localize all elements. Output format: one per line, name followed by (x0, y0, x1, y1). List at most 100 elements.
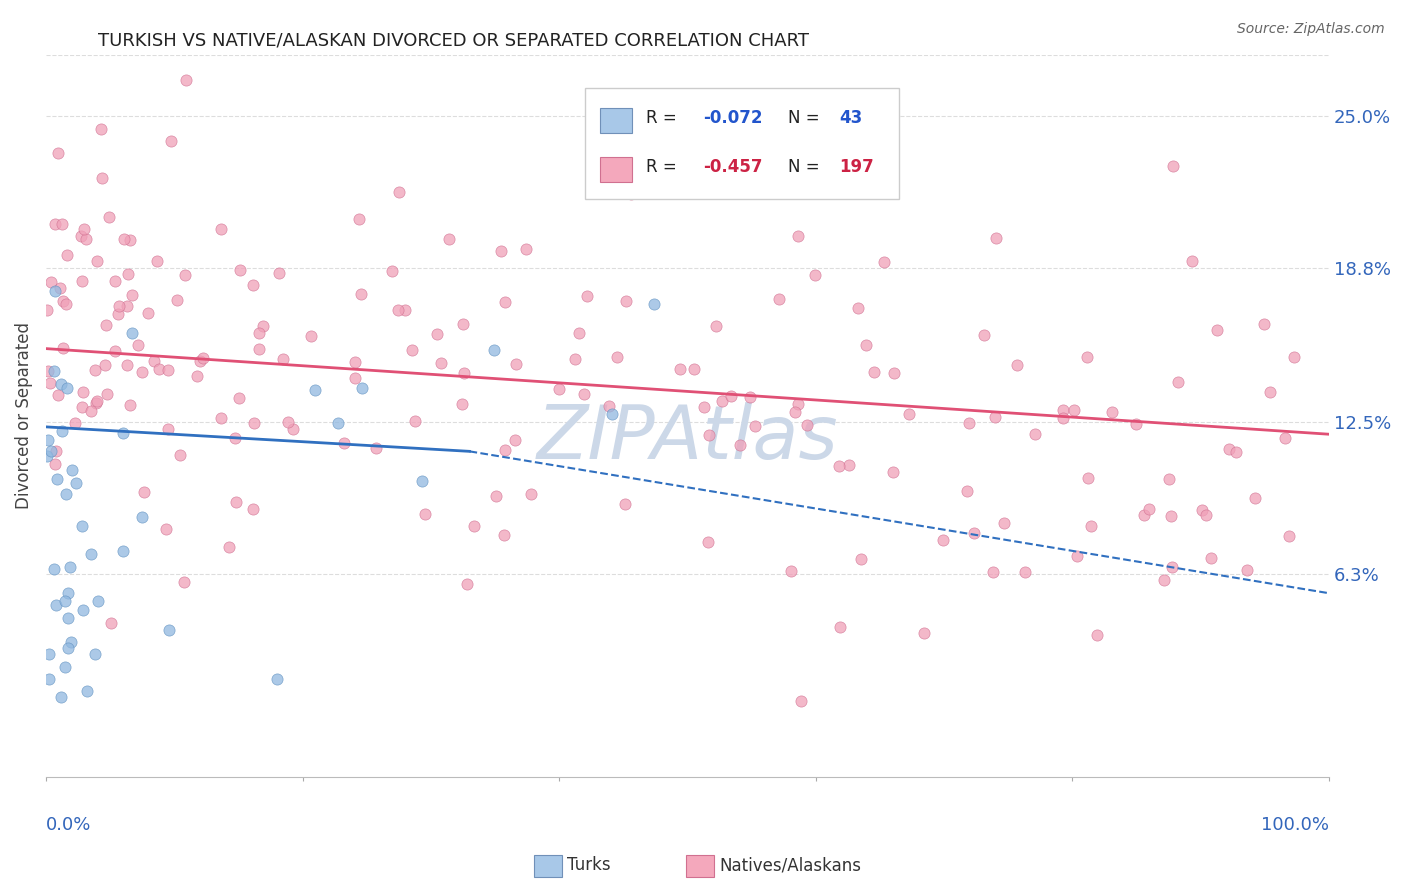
Point (515, 242, 537, 256)
Point (52, 293, 75, 308)
Point (482, 343, 505, 357)
Point (572, 387, 595, 401)
Point (84, 363, 107, 377)
Point (218, 540, 240, 554)
Text: N =: N = (787, 158, 820, 176)
Point (394, 303, 416, 318)
Point (503, 433, 526, 447)
Point (790, 693, 813, 707)
Point (463, 518, 485, 533)
Point (411, 475, 433, 489)
Point (174, 268, 197, 282)
Point (166, 293, 188, 307)
Point (485, 489, 508, 503)
Point (744, 419, 766, 434)
Point (38, 376, 60, 390)
Point (37, 433, 59, 447)
Point (247, 326, 270, 340)
Point (243, 416, 266, 430)
Point (209, 410, 232, 425)
Point (401, 343, 423, 358)
Text: -0.457: -0.457 (703, 158, 762, 176)
Point (58, 586, 80, 600)
Text: TURKISH VS NATIVE/ALASKAN DIVORCED OR SEPARATED CORRELATION CHART: TURKISH VS NATIVE/ALASKAN DIVORCED OR SE… (98, 31, 810, 49)
Point (55, 297, 77, 311)
Point (72, 603, 94, 617)
Point (1161, 559, 1184, 574)
Point (984, 231, 1007, 245)
Text: 197: 197 (839, 158, 873, 176)
Point (83, 648, 105, 662)
Point (59, 635, 82, 649)
Point (51, 217, 73, 231)
Text: 43: 43 (839, 109, 862, 127)
Point (70, 274, 93, 288)
Point (728, 438, 751, 452)
Point (131, 365, 153, 379)
Point (855, 338, 877, 352)
Point (87, 593, 110, 607)
Point (252, 319, 274, 334)
Point (838, 458, 860, 473)
Point (107, 307, 129, 321)
Point (932, 533, 955, 548)
Point (1278, 529, 1301, 543)
Point (115, 359, 138, 373)
Point (494, 295, 516, 310)
Point (118, 398, 141, 412)
Point (44, 284, 66, 298)
Point (451, 317, 474, 331)
Point (37, 449, 59, 463)
Point (643, 297, 665, 311)
Point (1125, 417, 1147, 432)
Point (1024, 427, 1046, 442)
Point (97, 210, 120, 224)
Point (413, 507, 436, 521)
Point (56, 640, 79, 655)
Point (882, 466, 904, 480)
Point (160, 134, 183, 148)
Point (46, 145, 69, 160)
Point (46, 472, 69, 486)
Point (173, 574, 195, 589)
Point (44, 218, 66, 232)
Point (59, 560, 82, 574)
Point (1160, 509, 1182, 524)
Point (796, 417, 818, 432)
Point (451, 397, 474, 411)
Text: -0.072: -0.072 (703, 109, 762, 127)
Point (186, 368, 208, 383)
Text: Turks: Turks (567, 856, 610, 874)
Point (683, 362, 706, 376)
Point (780, 565, 803, 579)
Point (70, 229, 93, 244)
Point (720, 389, 742, 403)
Point (1157, 472, 1180, 486)
Point (112, 426, 135, 441)
Point (80, 547, 103, 561)
Point (387, 302, 409, 317)
Point (1076, 350, 1098, 364)
Point (1080, 519, 1102, 533)
Point (131, 510, 153, 524)
Point (1180, 253, 1202, 268)
Point (188, 353, 211, 368)
Point (786, 397, 808, 411)
Point (37, 302, 59, 317)
Point (710, 393, 733, 408)
Point (242, 278, 264, 293)
Point (1253, 318, 1275, 332)
Point (247, 343, 270, 357)
Text: ZIPAtlas: ZIPAtlas (537, 401, 838, 474)
Point (46, 388, 69, 402)
Point (86, 394, 108, 409)
Point (696, 535, 718, 549)
Point (973, 328, 995, 343)
Point (53, 659, 76, 673)
Point (277, 416, 299, 430)
Point (600, 407, 623, 421)
Point (104, 343, 127, 358)
Point (148, 362, 170, 376)
Point (304, 383, 326, 397)
Point (72, 385, 94, 400)
